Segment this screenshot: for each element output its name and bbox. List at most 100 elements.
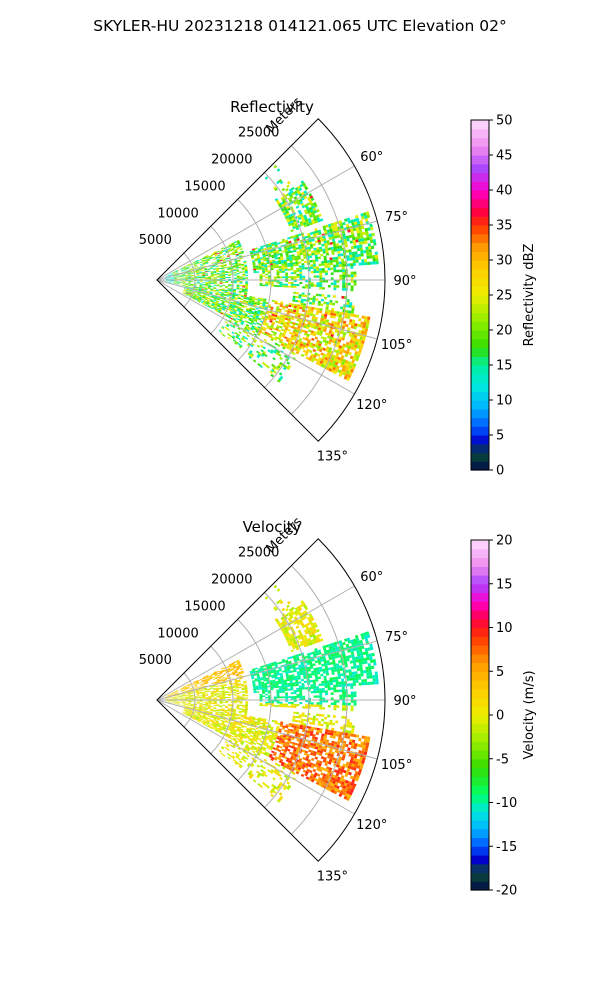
radar-gate — [187, 693, 191, 695]
radar-gate — [276, 365, 281, 369]
radar-gate — [319, 236, 323, 240]
radar-gate — [285, 703, 289, 706]
radar-gate — [310, 358, 315, 363]
radar-gate — [307, 308, 312, 312]
radar-gate — [219, 671, 223, 674]
radar-gate — [279, 254, 284, 257]
radar-gate — [237, 727, 241, 730]
radar-gate — [211, 283, 214, 285]
radar-gate — [265, 283, 269, 285]
radar-gate — [241, 304, 245, 307]
radar-gate — [316, 275, 320, 278]
radar-gate — [201, 709, 205, 711]
radar-gate — [179, 704, 183, 706]
radar-gate — [259, 665, 264, 669]
radar-gate — [294, 719, 299, 723]
radar-gate — [216, 680, 220, 683]
radar-gate — [300, 243, 305, 247]
radar-gate — [345, 223, 350, 228]
radar-gate — [279, 204, 283, 209]
radar-gate — [241, 289, 245, 292]
radar-gate — [209, 720, 213, 723]
radar-gate — [238, 765, 242, 769]
radar-gate — [296, 269, 300, 273]
radar-gate — [226, 294, 230, 296]
radar-gate — [264, 176, 269, 180]
radar-gate — [261, 751, 265, 755]
radar-gate — [368, 249, 372, 253]
radar-gate — [333, 246, 337, 250]
radar-gate — [281, 263, 285, 266]
radar-gate — [188, 291, 192, 294]
radar-gate — [290, 317, 295, 321]
radar-gate — [218, 749, 222, 753]
radar-gate — [290, 264, 294, 267]
radar-gate — [247, 722, 252, 725]
radar-gate — [207, 679, 211, 682]
radar-gate — [369, 236, 373, 241]
radar-gate — [300, 643, 304, 647]
radar-gate — [190, 271, 194, 273]
radar-gate — [228, 735, 232, 738]
radar-gate — [370, 226, 374, 231]
radar-gate — [186, 687, 190, 690]
radar-gate — [297, 347, 302, 351]
radar-gate — [366, 255, 370, 259]
radar-gate — [182, 694, 186, 696]
radar-gate — [196, 696, 200, 698]
radar-gate — [315, 361, 320, 366]
radar-gate — [219, 297, 223, 300]
radar-gate — [229, 304, 233, 307]
colorbar-segment — [471, 373, 489, 384]
radar-gate — [199, 285, 203, 287]
radar-gate — [288, 674, 292, 678]
radar-gate — [290, 268, 294, 271]
radar-gate — [287, 268, 291, 271]
radar-gate — [203, 685, 207, 688]
radar-gate — [305, 350, 309, 355]
radar-gate — [308, 357, 312, 362]
radar-gate — [185, 712, 189, 714]
radar-gate — [182, 711, 186, 714]
radar-gate — [350, 263, 354, 267]
radar-gate — [254, 259, 258, 262]
radar-gate — [264, 773, 268, 778]
radar-gate — [262, 350, 267, 354]
radar-gate — [293, 237, 297, 240]
radar-gate — [290, 692, 294, 695]
radar-gate — [326, 242, 331, 246]
radar-gate — [233, 272, 237, 274]
radar-gate — [200, 301, 204, 304]
radar-gate — [184, 690, 188, 692]
radar-gate — [297, 325, 301, 329]
radar-gate — [261, 684, 265, 687]
radar-gate — [233, 694, 237, 696]
radar-gate — [208, 704, 211, 706]
radar-gate — [176, 703, 180, 704]
radar-gate — [171, 696, 174, 698]
radar-gate — [249, 727, 253, 730]
radar-gate — [204, 717, 208, 720]
radar-gate — [244, 712, 248, 715]
radar-gate — [287, 705, 291, 708]
radar-gate — [197, 294, 200, 296]
radar-gate — [202, 262, 206, 265]
radar-gate — [295, 647, 300, 651]
radar-gate — [282, 725, 286, 728]
radar-gate — [226, 752, 231, 756]
radar-gate — [325, 304, 330, 308]
radar-gate — [292, 322, 296, 325]
radar-gate — [229, 324, 233, 327]
radar-gate — [284, 756, 288, 760]
radar-gate — [252, 261, 256, 264]
radar-gate — [216, 258, 220, 261]
radar-gate — [187, 694, 191, 696]
radar-gate — [175, 272, 179, 274]
radar-gate — [360, 235, 364, 239]
radar-gate — [320, 238, 324, 242]
radar-gate — [293, 748, 297, 752]
radar-gate — [253, 314, 257, 317]
radar-gate — [277, 773, 282, 777]
radar-gate — [285, 673, 289, 676]
radar-gate — [228, 669, 232, 673]
